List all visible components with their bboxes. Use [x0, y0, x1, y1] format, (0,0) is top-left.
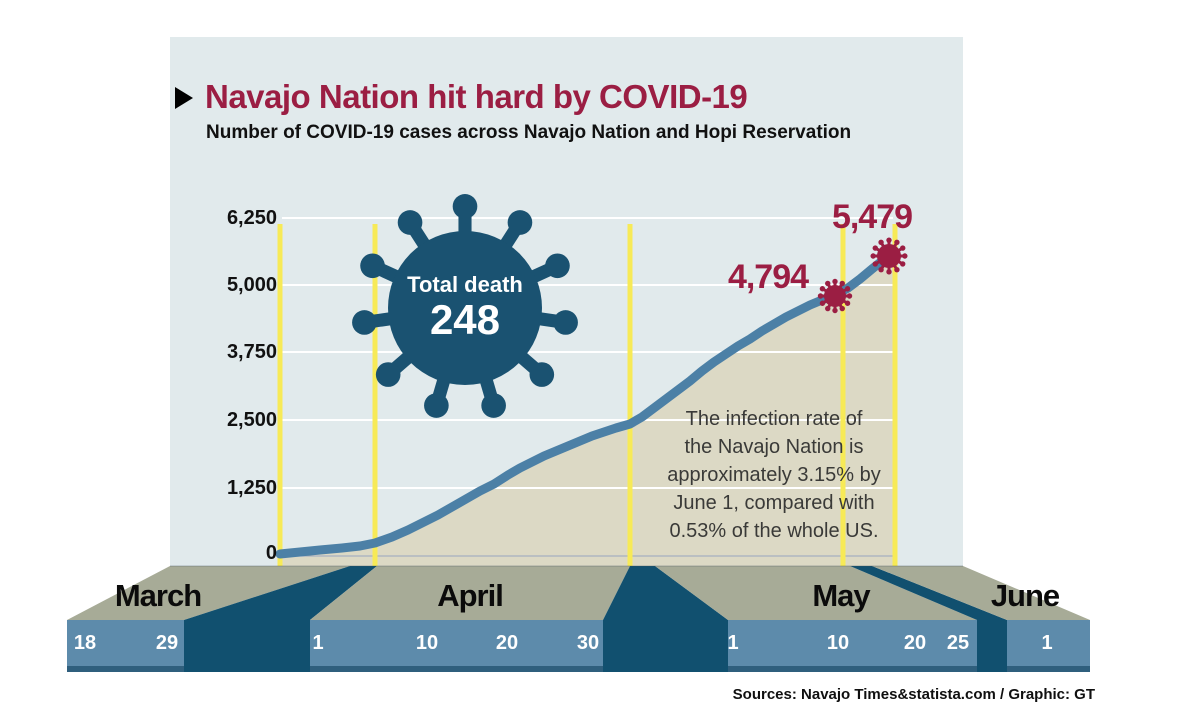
month-label-may: May [812, 578, 870, 613]
ribbon-fold-may-june [850, 566, 1007, 620]
month-label-april: April [437, 578, 504, 613]
month-label-march: March [114, 578, 202, 613]
x-axis-ribbon [67, 565, 1090, 672]
virus-icon-total-death [352, 194, 578, 418]
y-tick-1250: 1,250 [226, 477, 277, 499]
ribbon-april-plane [310, 566, 630, 620]
date-bar-may [728, 620, 977, 666]
x-date-may-20: 20 [903, 632, 927, 654]
annotation-line: 0.53% of the whole US. [669, 520, 879, 542]
x-date-jun-1: 1 [1041, 632, 1053, 654]
x-date-apr-1: 1 [312, 632, 324, 654]
y-tick-0: 0 [265, 542, 277, 564]
x-date-may-10: 10 [826, 632, 850, 654]
source-credit: Sources: Navajo Times&statista.com / Gra… [732, 686, 1095, 703]
cases-line [275, 250, 896, 559]
ribbon-may-plane [655, 566, 977, 620]
ribbon-june-plane [872, 566, 1090, 620]
infection-rate-annotation: The infection rate of the Navajo Nation … [640, 405, 908, 545]
y-tick-2500: 2,500 [226, 409, 277, 431]
annotation-line: approximately 3.15% by [667, 464, 881, 486]
callout-4794: 4,794 [727, 258, 809, 296]
virus-marker-jun1-icon [870, 237, 908, 275]
date-bar-gap-3 [977, 620, 1007, 672]
x-date-mar-18: 18 [73, 632, 97, 654]
y-tick-5000: 5,000 [226, 274, 277, 296]
ribbon-fold-march-april [184, 566, 377, 620]
x-date-may-25: 25 [946, 632, 970, 654]
page-subtitle: Number of COVID-19 cases across Navajo N… [206, 122, 852, 143]
x-date-apr-20: 20 [495, 632, 519, 654]
date-bar-underline [67, 666, 1090, 672]
x-date-mar-29: 29 [155, 632, 179, 654]
total-death-value: 248 [429, 296, 501, 343]
page-title: Navajo Nation hit hard by COVID-19 [205, 78, 748, 115]
ribbon-march-plane [67, 566, 350, 620]
y-tick-3750: 3,750 [226, 341, 277, 363]
date-bar-june [1007, 620, 1090, 666]
month-label-june: June [990, 578, 1060, 613]
ribbon-fold-april-may [603, 566, 728, 620]
annotation-line: The infection rate of [685, 408, 863, 430]
y-tick-6250: 6,250 [226, 207, 277, 229]
x-date-may-1: 1 [727, 632, 739, 654]
annotation-line: June 1, compared with [673, 492, 875, 514]
annotation-line: the Navajo Nation is [684, 436, 864, 458]
virus-marker-may20-icon [817, 278, 853, 314]
title-pointer-icon [175, 87, 193, 109]
callout-5479: 5,479 [831, 198, 913, 236]
date-bar-march [67, 620, 184, 666]
x-date-apr-10: 10 [415, 632, 439, 654]
total-death-label: Total death [407, 272, 523, 297]
date-bar-gap-2 [603, 620, 728, 672]
date-bar-gap-1 [184, 620, 310, 672]
date-bar-april [310, 620, 603, 666]
x-date-apr-30: 30 [576, 632, 600, 654]
